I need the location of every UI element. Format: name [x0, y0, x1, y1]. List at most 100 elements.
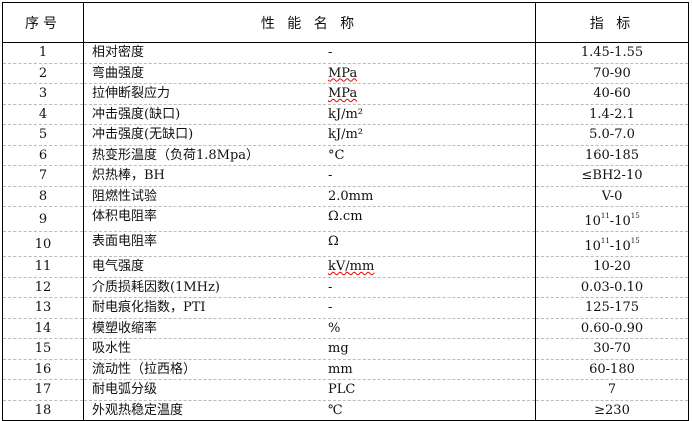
- value-cell: 1011-1015: [535, 206, 689, 232]
- table-row: 5 冲击强度(无缺口) kJ/m² 5.0-7.0: [2, 124, 689, 145]
- property-unit: -: [328, 300, 333, 315]
- table-row: 3 拉伸断裂应力 MPa 40-60: [2, 83, 689, 104]
- table-row: 17 耐电弧分级 PLC 7: [2, 379, 689, 400]
- value-text: 70-90: [593, 65, 631, 81]
- property-name: 吸水性: [92, 341, 132, 356]
- table-row: 18 外观热稳定温度 ℃ ≥230: [2, 399, 689, 421]
- property-name: 相对密度: [92, 45, 145, 60]
- value-cell: 60-180: [535, 358, 689, 380]
- value-text: 40-60: [593, 86, 631, 102]
- value-base: 10: [584, 239, 601, 254]
- property-cell: 体积电阻率 Ω.cm: [83, 206, 536, 232]
- property-cell: 炽热棒，BH -: [83, 165, 536, 186]
- property-cell: 模塑收缩率%: [83, 317, 536, 339]
- property-name: 模塑收缩率: [92, 320, 158, 336]
- value-text: ≥230: [594, 402, 630, 418]
- property-cell: 表面电阻率 Ω: [83, 231, 536, 257]
- row-index: 5: [2, 124, 84, 145]
- row-index: 9: [2, 206, 84, 232]
- value-exp: 11: [600, 237, 610, 245]
- header-index: 序号: [2, 2, 84, 43]
- value-exp: 15: [630, 237, 640, 245]
- property-cell: 耐电弧分级 PLC: [83, 379, 536, 400]
- header-value: 指 标: [535, 2, 689, 43]
- property-unit: -: [328, 279, 333, 295]
- table-row: 12 介质损耗因数(1MHz) - 0.03-0.10: [2, 276, 689, 298]
- value-text: 1.45-1.55: [580, 45, 644, 61]
- property-name: 冲击强度(缺口): [92, 106, 181, 122]
- property-name: 体积电阻率: [92, 209, 158, 224]
- property-unit: -: [328, 168, 333, 183]
- value-exp: 11: [600, 212, 610, 220]
- table-row: 6 热变形温度（负荷1.8Mpa） °C 160-185: [2, 144, 689, 166]
- row-index: 16: [2, 358, 84, 380]
- property-unit: kV/mm: [328, 259, 375, 274]
- value-cell: 0.03-0.10: [535, 276, 689, 298]
- value-cell: 1.4-2.1: [535, 103, 689, 125]
- property-unit: mm: [328, 361, 353, 377]
- row-index: 18: [2, 399, 84, 421]
- value-exp: 15: [630, 212, 640, 220]
- value-cell: 0.60-0.90: [535, 317, 689, 339]
- table-row: 10 表面电阻率 Ω 1011-1015: [2, 231, 689, 257]
- property-unit: %: [328, 320, 341, 336]
- row-index: 10: [2, 231, 84, 257]
- value-cell: ≥230: [535, 399, 689, 421]
- property-name: 热变形温度（负荷1.8Mpa）: [92, 147, 260, 163]
- value-text: 1.4-2.1: [589, 106, 635, 122]
- table-row: 16 流动性（拉西格） mm 60-180: [2, 358, 689, 380]
- property-cell: 外观热稳定温度 ℃: [83, 399, 536, 421]
- property-unit: 2.0mm: [328, 188, 374, 204]
- property-name: 弯曲强度: [92, 65, 145, 81]
- value-text: 0.60-0.90: [580, 320, 644, 336]
- property-name: 拉伸断裂应力: [92, 86, 171, 101]
- value-text: 0.03-0.10: [580, 279, 644, 295]
- value-text: V-0: [601, 188, 623, 204]
- property-unit: kJ/m²: [328, 127, 364, 142]
- value-cell: ≤BH2-10: [535, 165, 689, 186]
- value-cell: 7: [535, 379, 689, 400]
- value-text: ≤BH2-10: [581, 168, 643, 184]
- table-row: 15 吸水性 mg 30-70: [2, 338, 689, 359]
- property-cell: 阻燃性试验 2.0mm: [83, 185, 536, 207]
- table-row: 7 炽热棒，BH - ≤BH2-10: [2, 165, 689, 186]
- value-cell: 30-70: [535, 338, 689, 359]
- row-index: 4: [2, 103, 84, 125]
- property-cell: 冲击强度(无缺口) kJ/m²: [83, 124, 536, 145]
- value-base: -10: [609, 239, 631, 254]
- table-row: 4 冲击强度(缺口) kJ/m² 1.4-2.1: [2, 103, 689, 125]
- value-base: 10: [584, 214, 601, 229]
- property-unit: kJ/m²: [328, 106, 364, 122]
- property-cell: 冲击强度(缺口) kJ/m²: [83, 103, 536, 125]
- header-row: 序号 性 能 名 称 指 标: [2, 2, 689, 43]
- value-cell: 160-185: [535, 144, 689, 166]
- property-cell: 流动性（拉西格） mm: [83, 358, 536, 380]
- table-row: 2 弯曲强度 MPa 70-90: [2, 62, 689, 84]
- row-index: 12: [2, 276, 84, 298]
- value-cell: 125-175: [535, 297, 689, 318]
- property-name: 介质损耗因数(1MHz): [92, 279, 220, 295]
- value-cell: 5.0-7.0: [535, 124, 689, 145]
- table-row: 9 体积电阻率 Ω.cm 1011-1015: [2, 206, 689, 232]
- property-name: 耐电弧分级: [92, 382, 158, 397]
- property-cell: 吸水性 mg: [83, 338, 536, 359]
- value-text: 160-185: [584, 147, 640, 163]
- property-unit: ℃: [328, 402, 343, 418]
- row-index: 7: [2, 165, 84, 186]
- property-name: 电气强度: [92, 259, 145, 274]
- value-text: 60-180: [589, 361, 635, 377]
- value-text: 30-70: [593, 341, 631, 357]
- value-cell: 40-60: [535, 83, 689, 104]
- property-unit: °C: [328, 147, 345, 163]
- value-text: 5.0-7.0: [589, 127, 635, 143]
- value-cell: 1.45-1.55: [535, 42, 689, 63]
- row-index: 15: [2, 338, 84, 359]
- row-index: 14: [2, 317, 84, 339]
- property-name: 耐电痕化指数，PTI: [92, 300, 206, 315]
- row-index: 13: [2, 297, 84, 318]
- property-name: 外观热稳定温度: [92, 402, 184, 418]
- table-row: 13 耐电痕化指数，PTI - 125-175: [2, 297, 689, 318]
- row-index: 3: [2, 83, 84, 104]
- value-cell: V-0: [535, 185, 689, 207]
